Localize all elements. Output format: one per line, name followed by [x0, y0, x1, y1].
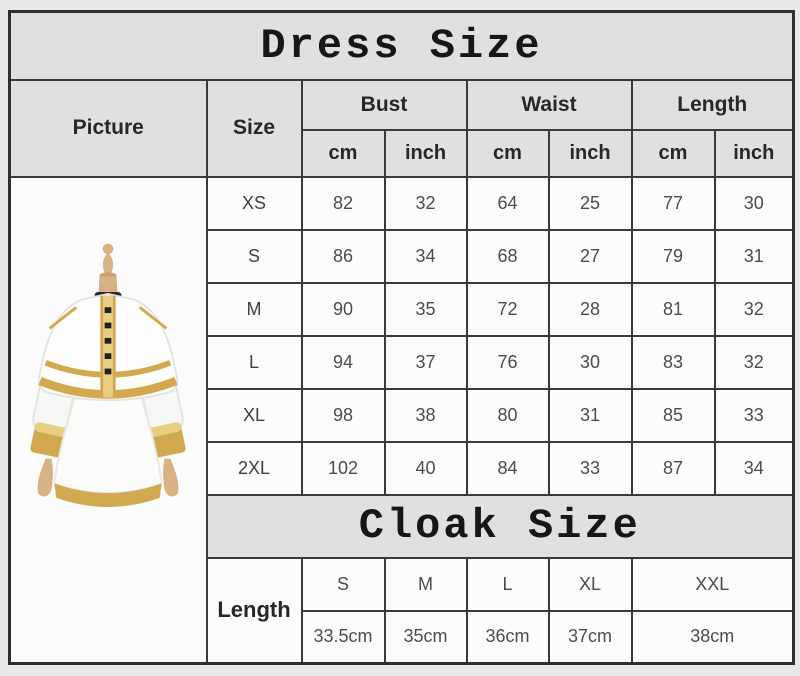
unit-header-length-inch: inch	[713, 128, 795, 178]
group-header-waist: Waist	[465, 78, 633, 131]
waist-cm-value: 68	[465, 228, 550, 284]
cloak-length-l: 36cm	[465, 609, 550, 665]
waist-inch-value: 31	[547, 387, 633, 443]
cloak-size-xl: XL	[547, 556, 633, 612]
cloak-header-row: Length S M L XL XXL	[10, 556, 795, 665]
size-label: XL	[205, 387, 303, 443]
unit-header-waist-cm: cm	[465, 128, 550, 178]
cloak-size-l: L	[465, 556, 550, 612]
waist-inch-value: 28	[547, 281, 633, 337]
length-inch-value: 32	[713, 281, 795, 337]
costume-image	[12, 236, 205, 528]
length-inch-value: 30	[713, 175, 795, 231]
size-row-xl: XL 98 38 80 31 85 33	[10, 387, 795, 443]
col-header-size: Size	[205, 78, 303, 178]
waist-cm-value: 64	[465, 175, 550, 231]
cloak-title-row: Cloak Size	[10, 493, 795, 559]
bust-inch-value: 38	[383, 387, 468, 443]
cloak-size-m: M	[383, 556, 468, 612]
length-inch-value: 33	[713, 387, 795, 443]
length-cm-value: 87	[630, 440, 716, 496]
waist-cm-value: 72	[465, 281, 550, 337]
unit-header-waist-inch: inch	[547, 128, 633, 178]
bust-cm-value: 94	[300, 334, 386, 390]
length-cm-value: 85	[630, 387, 716, 443]
size-row-s: S 86 34 68 27 79 31	[10, 228, 795, 284]
length-inch-value: 32	[713, 334, 795, 390]
waist-inch-value: 25	[547, 175, 633, 231]
length-cm-value: 81	[630, 281, 716, 337]
unit-header-row: cm inch cm inch cm inch	[10, 128, 795, 178]
cloak-size-s: S	[300, 556, 386, 612]
length-inch-value: 34	[713, 440, 795, 496]
product-picture-cell	[8, 175, 208, 665]
size-label: 2XL	[205, 440, 303, 496]
bust-cm-value: 82	[300, 175, 386, 231]
cloak-size-xxl: XXL	[630, 556, 795, 612]
cloak-length-s: 33.5cm	[300, 609, 386, 665]
unit-header-length-cm: cm	[630, 128, 716, 178]
size-chart-table: Dress Size Picture Size Bust Waist Lengt…	[8, 10, 796, 665]
bust-inch-value: 32	[383, 175, 468, 231]
size-row-m: M 90 35 72 28 81 32	[10, 281, 795, 337]
bust-inch-value: 40	[383, 440, 468, 496]
bust-cm-value: 102	[300, 440, 386, 496]
group-header-bust: Bust	[300, 78, 468, 131]
length-inch-value: 31	[713, 228, 795, 284]
length-cm-value: 79	[630, 228, 716, 284]
unit-header-bust-inch: inch	[383, 128, 468, 178]
size-row-l: L 94 37 76 30 83 32	[10, 334, 795, 390]
unit-header-bust-cm: cm	[300, 128, 386, 178]
col-header-picture: Picture	[8, 78, 208, 178]
cloak-row-label: Length	[205, 556, 303, 665]
cloak-values-row: 33.5cm 35cm 36cm 37cm 38cm	[10, 609, 795, 665]
size-label: XS	[205, 175, 303, 231]
cloak-length-xxl: 38cm	[630, 609, 795, 665]
waist-cm-value: 84	[465, 440, 550, 496]
size-label: M	[205, 281, 303, 337]
dress-size-title: Dress Size	[8, 10, 795, 81]
bust-inch-value: 37	[383, 334, 468, 390]
bust-cm-value: 98	[300, 387, 386, 443]
group-header-row: Picture Size Bust Waist Length	[8, 78, 795, 178]
waist-inch-value: 33	[547, 440, 633, 496]
group-header-length: Length	[630, 78, 795, 131]
bust-cm-value: 86	[300, 228, 386, 284]
size-label: S	[205, 228, 303, 284]
length-cm-value: 77	[630, 175, 716, 231]
size-label: L	[205, 334, 303, 390]
cloak-length-xl: 37cm	[547, 609, 633, 665]
dress-title-row: Dress Size	[8, 10, 795, 81]
length-cm-value: 83	[630, 334, 716, 390]
waist-inch-value: 27	[547, 228, 633, 284]
waist-cm-value: 80	[465, 387, 550, 443]
bust-cm-value: 90	[300, 281, 386, 337]
cloak-size-title: Cloak Size	[205, 493, 795, 559]
bust-inch-value: 35	[383, 281, 468, 337]
bust-inch-value: 34	[383, 228, 468, 284]
size-row-xs: XS 82 32 64 25 77 30	[8, 175, 795, 665]
waist-inch-value: 30	[547, 334, 633, 390]
cloak-length-m: 35cm	[383, 609, 468, 665]
size-row-2xl: 2XL 102 40 84 33 87 34	[10, 440, 795, 496]
waist-cm-value: 76	[465, 334, 550, 390]
